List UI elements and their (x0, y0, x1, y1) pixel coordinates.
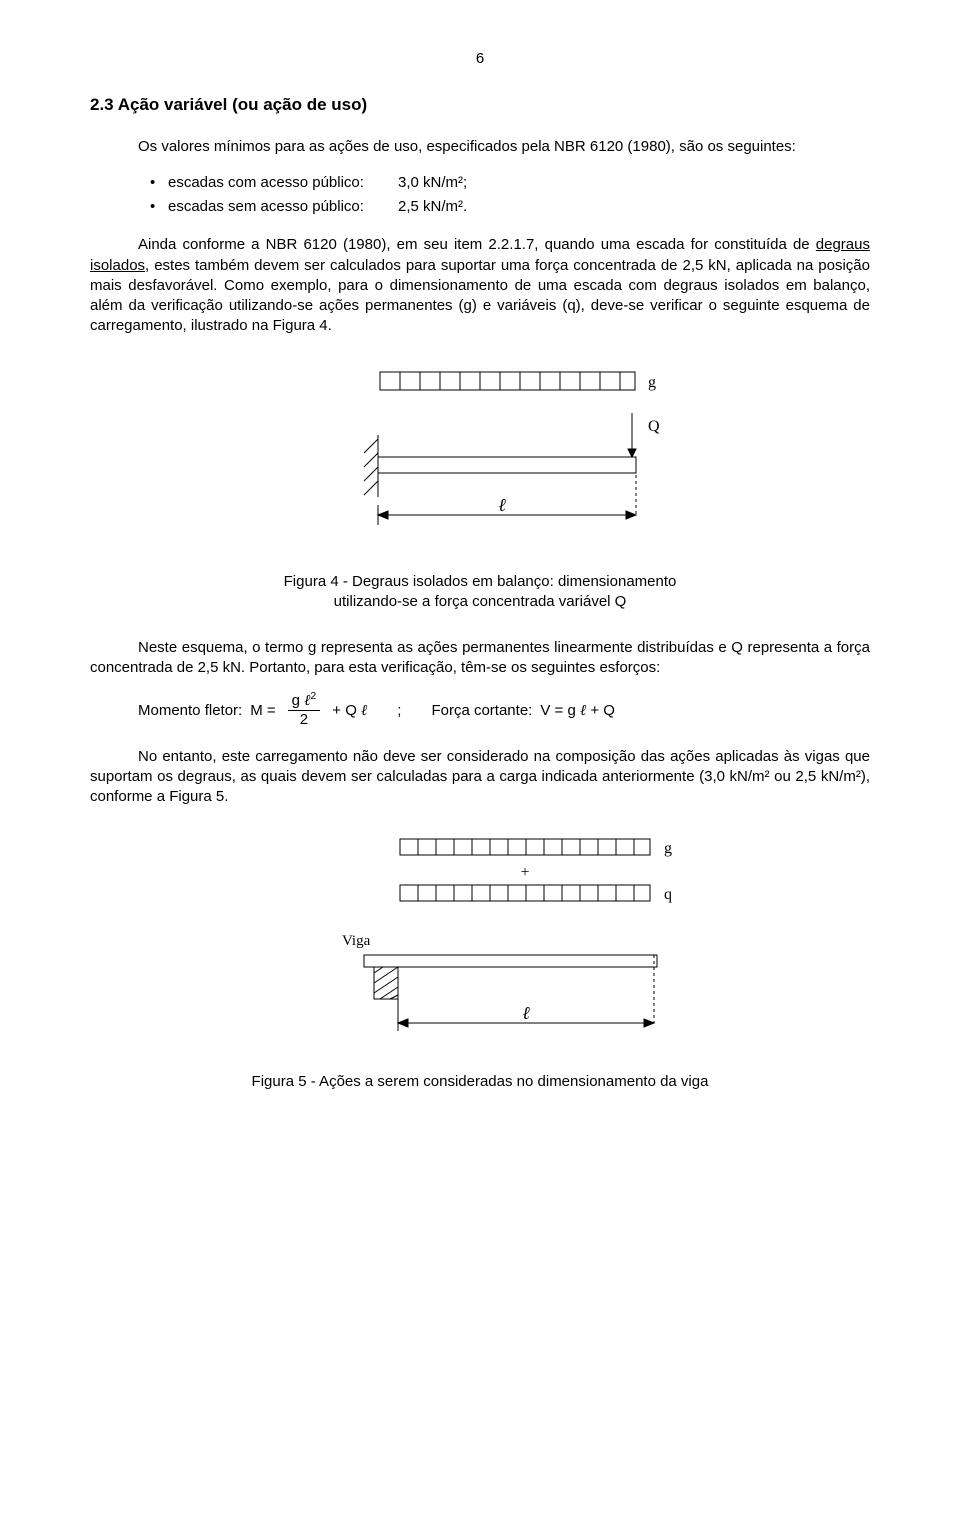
page-number: 6 (90, 50, 870, 67)
moment-eq: M = (250, 702, 275, 719)
figure-4-caption: Figura 4 - Degraus isolados em balanço: … (90, 572, 870, 613)
fraction: g ℓ2 2 (288, 693, 321, 729)
bullet-dot-icon: • (150, 195, 168, 219)
fig5-label-ell: ℓ (522, 1003, 530, 1023)
bullet-item: • escadas sem acesso público: 2,5 kN/m². (150, 195, 870, 219)
fig4-caption-line2: utilizando-se a força concentrada variáv… (334, 593, 627, 610)
bullet-list: • escadas com acesso público: 3,0 kN/m²;… (150, 171, 870, 219)
figure-5-svg: g + q Viga (250, 827, 710, 1057)
fig4-label-ell: ℓ (498, 495, 506, 515)
section-heading: 2.3 Ação variável (ou ação de uso) (90, 95, 870, 115)
page: 6 2.3 Ação variável (ou ação de uso) Os … (0, 0, 960, 1159)
figure-4: g Q (90, 357, 870, 562)
moment-label: Momento fletor: (138, 702, 242, 719)
fig5-label-plus: + (520, 864, 529, 881)
shear-eq: V = g ℓ + Q (540, 702, 615, 720)
para2-a: Ainda conforme a NBR 6120 (1980), em seu… (138, 236, 816, 253)
bullet-dot-icon: • (150, 171, 168, 195)
intro-paragraph: Os valores mínimos para as ações de uso,… (90, 137, 870, 157)
formula-sep: ; (397, 702, 401, 719)
paragraph-3: Neste esquema, o termo g representa as a… (90, 638, 870, 679)
fig5-label-viga: Viga (342, 933, 371, 949)
fig4-label-Q: Q (648, 418, 660, 435)
paragraph-2: Ainda conforme a NBR 6120 (1980), em seu… (90, 235, 870, 336)
bullet-label: escadas sem acesso público: (168, 195, 398, 219)
fig4-caption-line1: Figura 4 - Degraus isolados em balanço: … (284, 573, 677, 590)
bullet-value: 3,0 kN/m²; (398, 171, 467, 195)
bullet-value: 2,5 kN/m². (398, 195, 467, 219)
fraction-num: g ℓ2 (288, 693, 321, 712)
figure-4-svg: g Q (270, 357, 690, 557)
fig5-label-g: g (664, 840, 672, 857)
figure-5: g + q Viga (90, 827, 870, 1062)
fraction-den: 2 (296, 711, 312, 729)
plus-q-ell: + Q ℓ (332, 702, 367, 720)
shear-label: Força cortante: (431, 702, 532, 719)
bullet-item: • escadas com acesso público: 3,0 kN/m²; (150, 171, 870, 195)
bullet-label: escadas com acesso público: (168, 171, 398, 195)
paragraph-4: No entanto, este carregamento não deve s… (90, 747, 870, 808)
formula-line: Momento fletor: M = g ℓ2 2 + Q ℓ ; Força… (138, 693, 870, 729)
fig5-label-q: q (664, 886, 672, 903)
figure-5-caption: Figura 5 - Ações a serem consideradas no… (90, 1072, 870, 1092)
fig4-label-g: g (648, 374, 656, 391)
para2-b: , estes também devem ser calculados para… (90, 257, 870, 335)
